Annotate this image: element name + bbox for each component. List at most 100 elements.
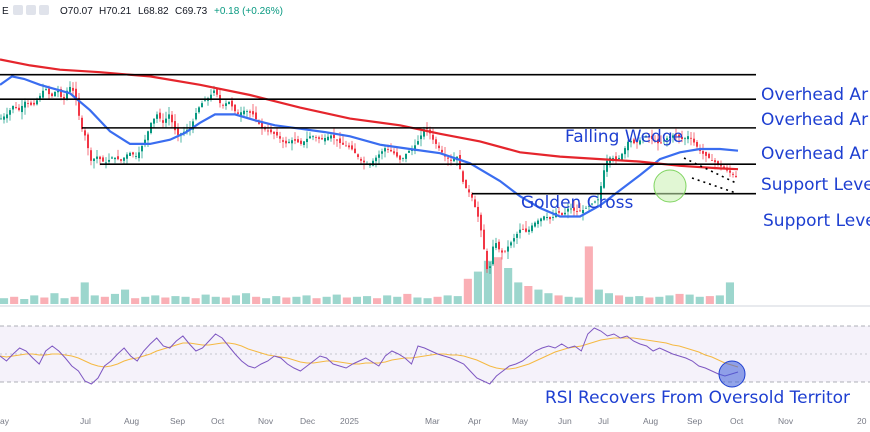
volume-bar (463, 278, 472, 304)
candle-body (417, 141, 419, 145)
candle-body (357, 154, 359, 157)
candle-body (477, 206, 479, 217)
time-axis-label: Dec (300, 416, 316, 426)
candle-body (603, 170, 605, 188)
candle-body (225, 103, 227, 106)
volume-bar (40, 297, 49, 304)
candle-body (507, 246, 509, 252)
candle-body (441, 149, 443, 153)
close-value: C69.73 (175, 6, 208, 17)
candle-body (450, 159, 452, 161)
rsi-signal-line (0, 337, 739, 370)
candle-body (162, 120, 164, 123)
volume-bar (504, 268, 513, 304)
volume-bar (131, 298, 140, 304)
rsi-pane (0, 325, 870, 388)
candle-body (57, 91, 59, 93)
time-axis-label: Nov (258, 416, 274, 426)
time-axis: ay Jul Aug Sep Oct Nov Dec 2025 Mar Apr May Jun Jul A… (0, 416, 867, 426)
volume-bar (191, 298, 200, 304)
volume-bar (201, 294, 210, 304)
candle-body (165, 118, 167, 123)
volume-bar (30, 295, 39, 304)
candle-body (474, 199, 476, 208)
candle-body (198, 107, 200, 113)
candle-body (66, 90, 68, 99)
candle-body (438, 145, 440, 149)
candle-body (204, 100, 206, 102)
volume-bar (231, 295, 240, 304)
candle-body (396, 152, 398, 157)
candle-body (591, 203, 593, 205)
volume-bar (100, 296, 109, 304)
symbol-mark: E (2, 6, 9, 17)
settings-icon[interactable] (26, 5, 36, 15)
candle-body (351, 145, 353, 150)
candle-body (684, 138, 686, 140)
candle-body (399, 155, 401, 160)
candle-body (291, 140, 293, 144)
volume-bar (403, 293, 412, 304)
overhead-label-1: Overhead Ar (761, 85, 868, 105)
candle-body (147, 131, 149, 141)
candle-body (117, 156, 119, 160)
candle-body (135, 156, 137, 157)
support-label-2: Support Leve (763, 211, 870, 231)
volume-bar (544, 293, 553, 304)
candle-body (543, 216, 545, 220)
time-axis-label: Aug (124, 416, 139, 426)
time-axis-label: Aug (643, 416, 658, 426)
time-axis-label: Jun (558, 416, 572, 426)
change-value: +0.18 (+0.26%) (214, 6, 283, 17)
candle-body (222, 104, 224, 106)
volume-bar (262, 298, 271, 304)
candle-body (390, 149, 392, 152)
candle-body (669, 136, 671, 138)
volume-bar (554, 295, 563, 304)
candle-body (579, 210, 581, 212)
volume-bar (292, 296, 301, 304)
wedge-upper-line (683, 157, 737, 184)
candle-body (528, 229, 530, 232)
candle-body (642, 138, 644, 141)
candle-body (567, 208, 569, 212)
candle-body (633, 139, 635, 144)
candle-body (630, 141, 632, 143)
candle-body (267, 130, 269, 132)
time-axis-label: Oct (211, 416, 225, 426)
key-levels (0, 73, 756, 195)
candle-body (99, 156, 101, 160)
overhead-label-2: Overhead Ar (761, 110, 868, 130)
candle-body (75, 88, 77, 99)
candle-body (255, 112, 257, 120)
candle-body (132, 152, 134, 155)
rsi-oversold-marker (718, 360, 746, 388)
candle-body (93, 158, 95, 162)
candle-body (60, 89, 62, 97)
candle-body (393, 151, 395, 154)
candle-body (306, 138, 308, 143)
candle-body (321, 138, 323, 140)
candle-body (78, 97, 80, 116)
close-icon[interactable] (39, 5, 49, 15)
candle-body (627, 141, 629, 151)
volume-bar (594, 289, 603, 304)
candle-body (465, 179, 467, 189)
candle-body (687, 136, 689, 140)
candle-body (156, 114, 158, 119)
volume-bar (625, 296, 634, 304)
volume-bar (322, 296, 331, 304)
candle-body (714, 160, 716, 163)
candle-body (339, 138, 341, 144)
volume-bar (604, 293, 613, 304)
candle-body (483, 229, 485, 250)
time-axis-label: Oct (730, 416, 744, 426)
candle-body (63, 96, 65, 99)
candle-body (309, 136, 311, 139)
candle-body (153, 118, 155, 124)
eye-icon[interactable] (13, 5, 23, 15)
overhead-label-3: Overhead Ar (761, 144, 868, 164)
candle-body (729, 170, 731, 173)
volume-bar (534, 289, 543, 304)
time-axis-label: Sep (687, 416, 702, 426)
